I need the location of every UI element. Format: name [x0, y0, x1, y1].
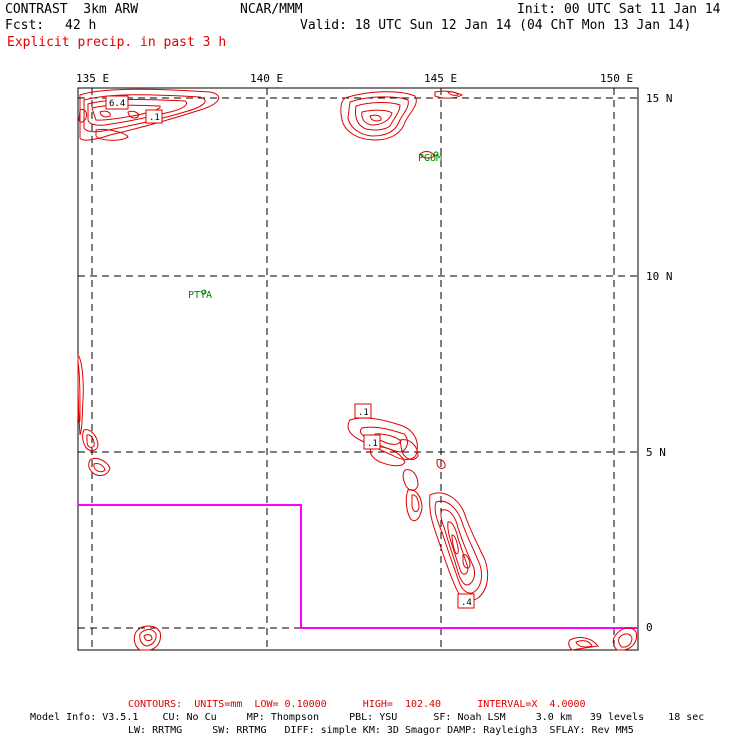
init-time: Init: 00 UTC Sat 11 Jan 14 [517, 2, 721, 17]
station-marker-icon [433, 151, 439, 157]
graticule [78, 88, 638, 650]
contour-info: CONTOURS: UNITS=mm LOW= 0.10000 HIGH= 10… [128, 699, 586, 710]
contour-label: .4 [461, 598, 472, 608]
contour-cluster-south [133, 625, 637, 651]
forecast-hour: 42 h [65, 18, 97, 33]
lat-label-10n: 10 N [646, 270, 673, 283]
lat-label-5n: 5 N [646, 446, 666, 459]
field-title: Explicit precip. in past 3 h [7, 35, 227, 50]
contour-label: 6.4 [109, 99, 125, 109]
contour-cluster-west [77, 353, 111, 476]
station-label: PGUM [418, 153, 442, 164]
contour-label-box: .4 [457, 593, 475, 609]
contour-label-box: .1 [363, 434, 381, 450]
contour-cluster-southeast [429, 492, 489, 601]
lat-label-eq: 0 [646, 621, 653, 634]
forecast-label: Fcst: [5, 18, 45, 33]
contour-label-group: 6.4 .1 .1 .1 .4 [105, 95, 475, 609]
lat-label-15n: 15 N [646, 92, 673, 105]
contour-cluster-central [347, 417, 446, 522]
contour-label-box: .1 [354, 403, 372, 419]
contour-label-box: 6.4 [105, 95, 129, 110]
precip-contours [77, 88, 637, 651]
map-frame [77, 87, 639, 651]
lon-label-145: 145 E [424, 72, 458, 85]
station-pgum: PGUM [418, 151, 442, 164]
model-info-line-2: LW: RRTMG SW: RRTMG DIFF: simple KM: 3D … [128, 725, 634, 736]
lon-label-140: 140 E [250, 72, 284, 85]
org-label: NCAR/MMM [240, 2, 303, 17]
station-marker-icon [201, 289, 207, 295]
domain-boundary [78, 504, 638, 629]
valid-time: Valid: 18 UTC Sun 12 Jan 14 (04 ChT Mon … [300, 18, 692, 33]
contour-cluster-north [340, 90, 464, 159]
lon-label-135: 135 E [76, 72, 110, 85]
contour-label-box: .1 [145, 109, 163, 124]
lon-label-150: 150 E [600, 72, 634, 85]
contour-label: .1 [367, 439, 378, 449]
station-ptya: PTYA [188, 289, 212, 301]
station-label: PTYA [188, 290, 212, 301]
contour-label: .1 [149, 113, 160, 123]
contour-label: .1 [358, 408, 369, 418]
model-title: CONTRAST 3km ARW [5, 2, 139, 17]
model-info-line-1: Model Info: V3.5.1 CU: No Cu MP: Thompso… [30, 712, 705, 723]
